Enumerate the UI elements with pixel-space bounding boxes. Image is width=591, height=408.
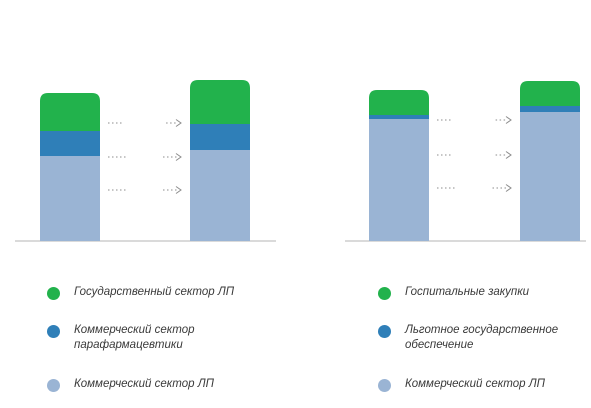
bar-segment-mid-2017 bbox=[190, 124, 250, 150]
legend-item-right-1: Госпитальные закупки bbox=[378, 285, 529, 300]
growth-arrow-mid-head bbox=[175, 153, 182, 161]
growth-gov bbox=[437, 116, 512, 124]
legend-label: Коммерческий сектор ЛП bbox=[74, 378, 214, 390]
legend-swatch bbox=[47, 325, 60, 338]
bar-segment-base-2017 bbox=[190, 150, 250, 241]
legend-label: Льготное государственное обеспечение bbox=[405, 324, 559, 351]
legend-item-left-1: Государственный сектор ЛП bbox=[47, 285, 234, 300]
bar-segment-mid-2016 bbox=[40, 131, 100, 156]
bar-segment-mid-2017 bbox=[520, 106, 580, 112]
legend-swatch bbox=[378, 287, 391, 300]
bar-segment-gov-2017 bbox=[520, 81, 580, 106]
growth-base bbox=[437, 184, 512, 192]
legend-swatch bbox=[47, 287, 60, 300]
growth-mid bbox=[437, 151, 512, 159]
bar-segment-gov-2016 bbox=[369, 90, 429, 115]
growth-arrow-base-head bbox=[175, 186, 182, 194]
growth-arrow-gov-head bbox=[505, 116, 512, 124]
bar-segment-gov-2016 bbox=[40, 93, 100, 131]
legend-label: Госпитальные закупки bbox=[405, 286, 530, 298]
legend-swatch bbox=[47, 379, 60, 392]
bar-segment-base-2016 bbox=[369, 119, 429, 241]
growth-arrow-gov-head bbox=[175, 119, 182, 127]
growth-gov bbox=[108, 119, 182, 127]
legend-swatch bbox=[378, 325, 391, 338]
bar-2016 bbox=[40, 93, 100, 241]
bar-2017 bbox=[190, 80, 250, 241]
legend-label: Коммерческий сектор ЛП bbox=[405, 378, 545, 390]
legend-item-left-2: Коммерческий сектор парафармацевтики bbox=[47, 323, 195, 353]
bar-segment-base-2017 bbox=[520, 112, 580, 241]
legend-label: Государственный сектор ЛП bbox=[74, 286, 235, 298]
chart-panel-2 bbox=[345, 81, 586, 242]
growth-base bbox=[108, 186, 182, 194]
legend-item-right-2: Льготное государственное обеспечение bbox=[378, 323, 558, 353]
growth-arrow-mid-head bbox=[505, 151, 512, 159]
chart-panel-1 bbox=[15, 80, 276, 242]
legend-item-right-3: Коммерческий сектор ЛП bbox=[378, 377, 545, 392]
bar-segment-base-2016 bbox=[40, 156, 100, 241]
bar-2017 bbox=[520, 81, 580, 241]
bar-2016 bbox=[369, 90, 429, 241]
bar-segment-gov-2017 bbox=[190, 80, 250, 124]
legend-label: Коммерческий сектор парафармацевтики bbox=[74, 324, 195, 351]
growth-arrow-base-head bbox=[505, 184, 512, 192]
bar-segment-mid-2016 bbox=[369, 115, 429, 119]
growth-mid bbox=[108, 153, 182, 161]
legend-swatch bbox=[378, 379, 391, 392]
legend-item-left-3: Коммерческий сектор ЛП bbox=[47, 377, 214, 392]
